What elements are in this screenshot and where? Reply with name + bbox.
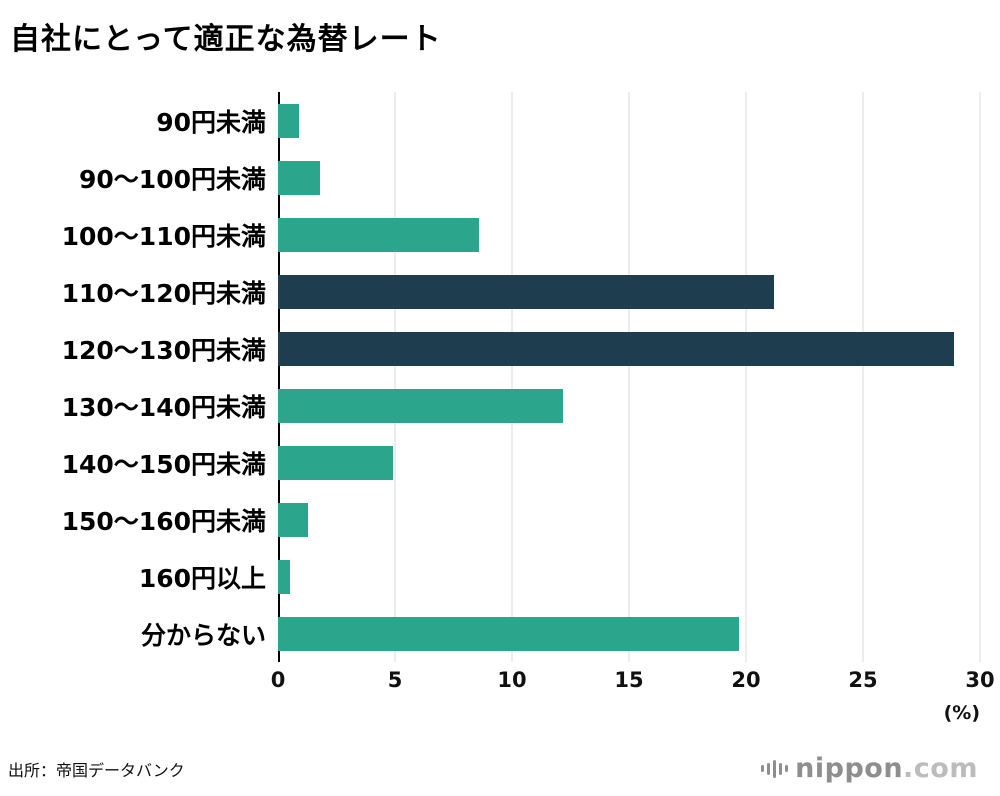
x-tick-label: 30 (965, 668, 995, 692)
bar (278, 388, 564, 423)
gridline (394, 92, 396, 662)
gridline (745, 92, 747, 662)
chart-title: 自社にとって適正な為替レート (10, 22, 442, 57)
bar-track (278, 217, 980, 252)
bar (278, 274, 775, 309)
x-tick-label: 0 (270, 668, 286, 692)
bar-row: 90円未満 (8, 92, 980, 149)
bar-track (278, 274, 980, 309)
bar (278, 160, 321, 195)
x-axis: 0 5 10 15 20 25 30 (271, 668, 995, 700)
bar-row: 90〜100円未満 (8, 149, 980, 206)
category-label: 130〜140円未満 (61, 392, 266, 422)
bar-row: 120〜130円未満 (8, 320, 980, 377)
bar-row: 160円以上 (8, 548, 980, 605)
bar-row: 150〜160円未満 (8, 491, 980, 548)
nippon-logo: nippon.com (761, 753, 978, 784)
gridline (511, 92, 513, 662)
bar-row: 130〜140円未満 (8, 377, 980, 434)
category-label: 120〜130円未満 (61, 335, 266, 365)
bar-track (278, 445, 980, 480)
bar (278, 331, 955, 366)
bar (278, 103, 300, 138)
category-label: 150〜160円未満 (61, 506, 266, 536)
bar-row: 110〜120円未満 (8, 263, 980, 320)
bar-row: 140〜150円未満 (8, 434, 980, 491)
bar-rows: 90円未満 90〜100円未満 100〜110円未満 110〜120円未満 120〜13… (8, 92, 980, 662)
x-tick-label: 15 (614, 668, 644, 692)
x-tick-label: 25 (848, 668, 878, 692)
bar-track (278, 502, 980, 537)
category-label: 140〜150円未満 (61, 449, 266, 479)
bar-chart: 90円未満 90〜100円未満 100〜110円未満 110〜120円未満 120〜13… (8, 92, 995, 724)
soundwave-icon (761, 756, 789, 782)
bar (278, 217, 480, 252)
gridline (862, 92, 864, 662)
bar-track (278, 103, 980, 138)
source-note: 出所：帝国データバンク (8, 760, 185, 780)
bar-track (278, 559, 980, 594)
logo-text-main: nippon (795, 753, 904, 784)
category-label: 100〜110円未満 (61, 221, 266, 251)
x-tick-label: 5 (387, 668, 403, 692)
x-tick-label: 10 (497, 668, 527, 692)
logo-text: nippon.com (795, 753, 978, 784)
grid-layer (278, 92, 981, 662)
gridline (628, 92, 630, 662)
category-label: 160円以上 (138, 563, 266, 593)
bar-row: 100〜110円未満 (8, 206, 980, 263)
logo-text-suffix: .com (903, 753, 978, 784)
y-axis-line (278, 92, 280, 662)
gridline (979, 92, 981, 662)
bar (278, 445, 393, 480)
bar (278, 616, 739, 651)
category-label: 110〜120円未満 (61, 278, 266, 308)
bar-track (278, 160, 980, 195)
category-label: 90円未満 (156, 107, 266, 137)
category-label: 90〜100円未満 (79, 164, 266, 194)
bar-row: 分からない (8, 605, 980, 662)
x-axis-unit: (%) (943, 702, 980, 724)
bar-track (278, 331, 980, 366)
footer: 出所：帝国データバンク nippon.com (8, 753, 978, 784)
bar-track (278, 616, 980, 651)
category-label: 分からない (140, 620, 266, 650)
bar (278, 559, 290, 594)
x-tick-label: 20 (731, 668, 761, 692)
bar (278, 502, 309, 537)
bar-track (278, 388, 980, 423)
